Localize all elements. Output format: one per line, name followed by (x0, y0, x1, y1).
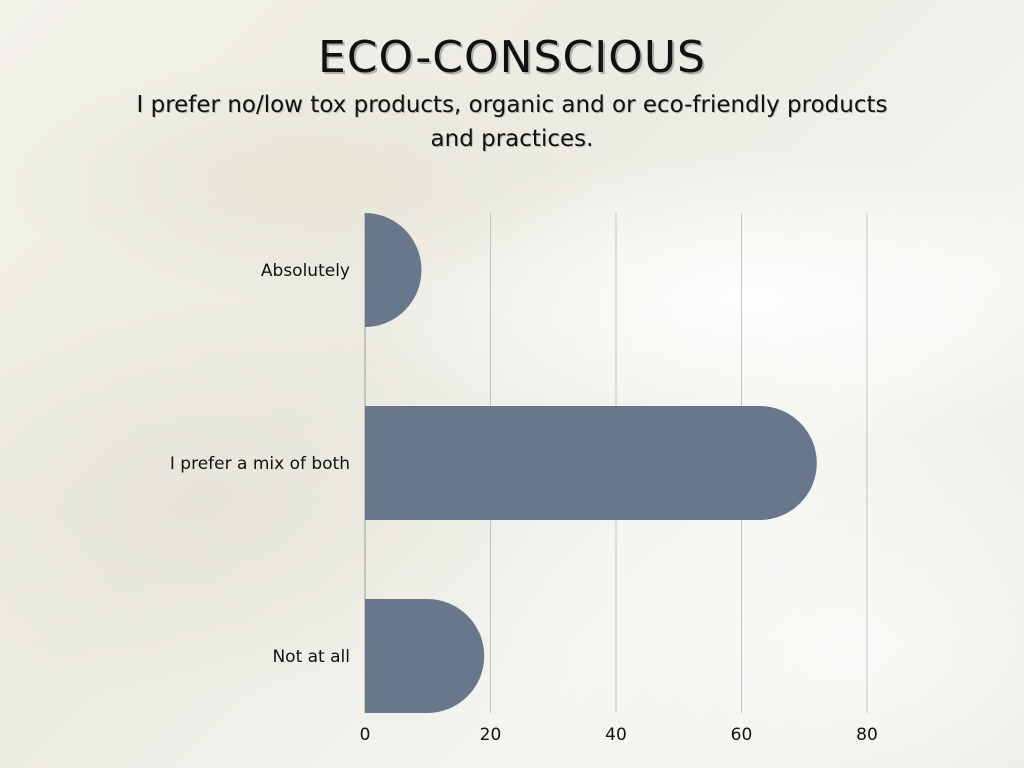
bar-i-prefer-a-mix-of-both (365, 406, 817, 520)
x-tick-label: 40 (605, 725, 627, 745)
bar-not-at-all (365, 599, 485, 713)
chart-subtitle: I prefer no/low tox products, organic an… (136, 92, 888, 152)
category-label: I prefer a mix of both (170, 454, 350, 474)
x-tick-label: 0 (360, 725, 371, 745)
x-tick-label: 80 (856, 725, 878, 745)
bar-absolutely (365, 213, 422, 327)
chart-title: ECO-CONSCIOUS (318, 32, 706, 83)
x-tick-label: 60 (731, 725, 753, 745)
category-label: Not at all (272, 647, 350, 667)
x-tick-label: 20 (480, 725, 502, 745)
category-label: Absolutely (261, 261, 350, 281)
